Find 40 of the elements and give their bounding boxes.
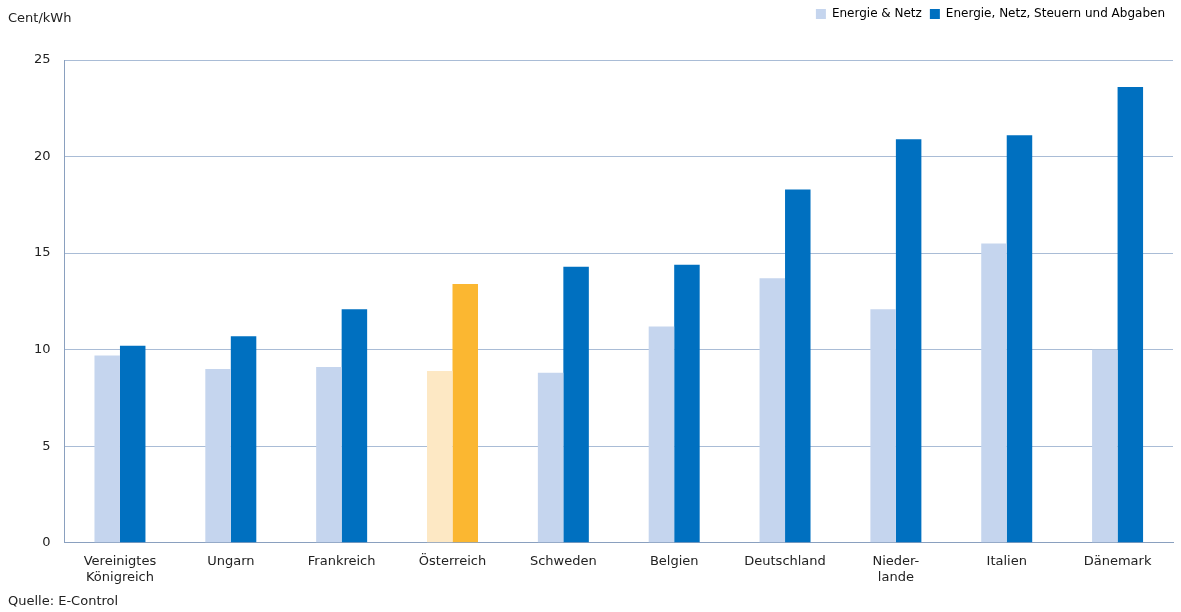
x-tick-label: Ungarn [207, 552, 255, 568]
y-axis-title: Cent/kWh [8, 10, 72, 25]
bar [981, 243, 1007, 543]
x-tick-label: Österreich [418, 551, 487, 568]
y-tick-label: 5 [42, 437, 51, 453]
legend-label: Energie & Netz [831, 6, 922, 21]
bar [452, 284, 478, 543]
x-tick-label: Vereinigtes Königreich [83, 552, 157, 584]
bar [759, 278, 786, 543]
bar [1006, 135, 1033, 543]
x-tick-label: Italien [986, 552, 1027, 568]
bar [537, 372, 564, 543]
bar [895, 139, 922, 543]
y-tick-label: 25 [34, 51, 51, 67]
bar [205, 368, 231, 543]
bar [94, 355, 120, 543]
bar [563, 266, 589, 543]
y-tick-label: 20 [34, 147, 51, 163]
bar [427, 370, 453, 543]
y-tick-label: 0 [42, 534, 51, 550]
bar [230, 336, 257, 543]
x-tick-label: Schweden [529, 552, 597, 568]
bar [1117, 87, 1144, 543]
legend-label: Energie, Netz, Steuern und Abgaben [945, 6, 1166, 21]
bar [1092, 349, 1118, 543]
bar [648, 326, 675, 543]
x-tick-label: Dänemark [1083, 552, 1152, 568]
x-tick-label: Nieder- lande [872, 552, 920, 584]
source-note: Quelle: E-Control [8, 593, 119, 608]
bar [785, 189, 811, 543]
bar [870, 309, 896, 543]
bar [119, 345, 146, 543]
bar [316, 367, 342, 543]
x-tick-label: Frankreich [307, 552, 376, 568]
bar [341, 309, 368, 543]
y-tick-label: 15 [34, 244, 51, 260]
y-tick-label: 10 [34, 341, 51, 357]
bar [674, 264, 700, 543]
x-tick-label: Deutschland [744, 552, 826, 568]
x-tick-label: Belgien [649, 552, 699, 568]
